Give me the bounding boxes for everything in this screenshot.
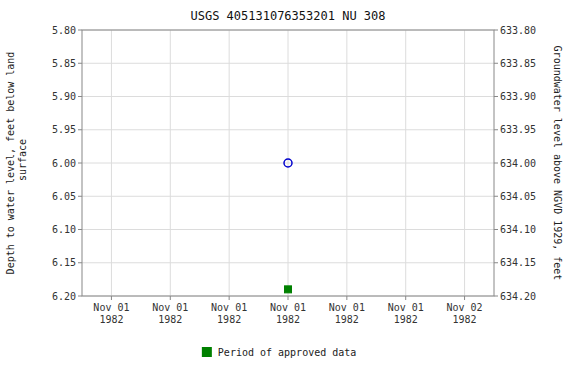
tick bbox=[78, 96, 82, 97]
axis-label: Groundwater level above NGVD 1929, feet bbox=[552, 46, 563, 281]
tick bbox=[494, 196, 498, 197]
point bbox=[285, 286, 292, 293]
grid-line bbox=[405, 30, 406, 296]
tick-label: 633.95 bbox=[500, 124, 536, 135]
tick-label: Nov 021982 bbox=[447, 302, 483, 325]
background bbox=[0, 0, 576, 384]
text-line: Nov 01 bbox=[211, 302, 247, 313]
grid-line bbox=[111, 30, 112, 296]
legend: Period of approved data bbox=[202, 347, 356, 358]
tick-label: 5.85 bbox=[52, 58, 76, 69]
text-line: Nov 01 bbox=[93, 302, 129, 313]
tick-label: 634.00 bbox=[500, 158, 536, 169]
text-line: 1982 bbox=[99, 314, 123, 325]
tick bbox=[111, 296, 112, 300]
y-axis: 5.80 5.85 5.90 5.95 6.00 6.05 6.10 6.15 6.20 bbox=[52, 25, 82, 302]
tick bbox=[78, 30, 82, 31]
text-line: Nov 02 bbox=[447, 302, 483, 313]
text-line: 1982 bbox=[217, 314, 241, 325]
tick-label: 6.05 bbox=[52, 191, 76, 202]
text-line: 1982 bbox=[335, 314, 359, 325]
tick bbox=[494, 30, 498, 31]
tick bbox=[78, 129, 82, 130]
tick bbox=[494, 262, 498, 263]
grid-line bbox=[288, 30, 289, 296]
tick-label: 6.10 bbox=[52, 224, 76, 235]
text-line: Nov 01 bbox=[152, 302, 188, 313]
tick bbox=[170, 296, 171, 300]
legend-swatch bbox=[202, 347, 212, 357]
tick bbox=[78, 262, 82, 263]
tick bbox=[78, 63, 82, 64]
y2-axis: 634.20 634.15 634.10 634.05 634.00 633.95 633.… bbox=[494, 25, 536, 302]
tick-label: 6.00 bbox=[52, 158, 76, 169]
x-axis: Nov 011982Nov 011982Nov 011982Nov 011982… bbox=[93, 296, 482, 325]
tick bbox=[78, 163, 82, 164]
tick bbox=[494, 229, 498, 230]
tick-label: Nov 011982 bbox=[329, 302, 365, 325]
tick-label: 5.80 bbox=[52, 25, 76, 36]
tick bbox=[288, 296, 289, 300]
tick-label: Nov 011982 bbox=[211, 302, 247, 325]
grid-line bbox=[464, 30, 465, 296]
tick-label: 634.20 bbox=[500, 291, 536, 302]
tick-label: 6.20 bbox=[52, 291, 76, 302]
text-line: 1982 bbox=[276, 314, 300, 325]
tick bbox=[346, 296, 347, 300]
text-line: Nov 01 bbox=[270, 302, 306, 313]
tick-label: 633.85 bbox=[500, 58, 536, 69]
tick-label: 5.90 bbox=[52, 91, 76, 102]
tick-label: 5.95 bbox=[52, 124, 76, 135]
tick bbox=[78, 229, 82, 230]
plot-frame bbox=[82, 30, 494, 296]
tick bbox=[494, 63, 498, 64]
tick bbox=[78, 296, 82, 297]
text-line: 1982 bbox=[453, 314, 477, 325]
tick-label: Nov 011982 bbox=[152, 302, 188, 325]
text-line: 1982 bbox=[158, 314, 182, 325]
tick-label: Nov 011982 bbox=[93, 302, 129, 325]
tick-label: 634.10 bbox=[500, 224, 536, 235]
text-line: Depth to water level, feet below land bbox=[5, 52, 16, 275]
tick bbox=[494, 96, 498, 97]
grid-line bbox=[229, 30, 230, 296]
tick-label: 6.15 bbox=[52, 257, 76, 268]
tick bbox=[494, 129, 498, 130]
text-line: surface bbox=[17, 139, 28, 187]
grid-line bbox=[346, 30, 347, 296]
axis-label: Depth to water level, feet below land su… bbox=[5, 52, 28, 275]
title: USGS 405131076353201 NU 308 bbox=[190, 9, 385, 23]
tick-label: Nov 011982 bbox=[388, 302, 424, 325]
point bbox=[284, 159, 292, 167]
text-line: 1982 bbox=[394, 314, 418, 325]
tick-label: Nov 011982 bbox=[270, 302, 306, 325]
tick-label: 633.90 bbox=[500, 91, 536, 102]
chart: 5.80 5.85 5.90 5.95 6.00 6.05 6.10 6.15 6.20 634.… bbox=[0, 0, 576, 384]
tick bbox=[78, 196, 82, 197]
tick bbox=[464, 296, 465, 300]
tick-label: 634.05 bbox=[500, 191, 536, 202]
text-line: Nov 01 bbox=[388, 302, 424, 313]
text-line: Nov 01 bbox=[329, 302, 365, 313]
legend-label: Period of approved data bbox=[218, 347, 356, 358]
tick bbox=[405, 296, 406, 300]
tick-label: 634.15 bbox=[500, 257, 536, 268]
marks bbox=[284, 159, 292, 293]
tick bbox=[229, 296, 230, 300]
tick-label: 633.80 bbox=[500, 25, 536, 36]
grid bbox=[82, 30, 494, 296]
tick bbox=[494, 163, 498, 164]
tick bbox=[494, 296, 498, 297]
grid-line bbox=[170, 30, 171, 296]
